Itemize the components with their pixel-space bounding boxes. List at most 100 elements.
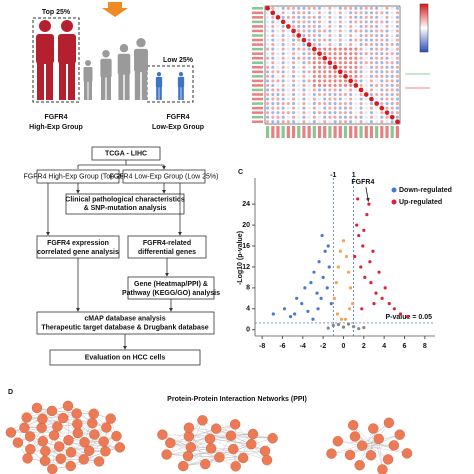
network-node bbox=[247, 428, 259, 440]
heatmap-cell bbox=[292, 111, 296, 115]
heatmap-cell bbox=[311, 46, 317, 52]
gene-label bbox=[281, 126, 285, 138]
heatmap-cell bbox=[390, 88, 394, 92]
heatmap-cell bbox=[292, 79, 296, 83]
flow-text: Evaluation on HCC cells bbox=[85, 354, 166, 361]
heatmap-cell bbox=[281, 88, 285, 92]
heatmap-cell bbox=[292, 38, 296, 42]
heatmap-cell bbox=[307, 56, 311, 60]
heatmap-cell bbox=[312, 88, 316, 92]
heatmap-cell bbox=[312, 24, 316, 28]
heatmap-cell bbox=[307, 33, 311, 38]
gene-label bbox=[338, 126, 342, 138]
heatmap-cell bbox=[349, 83, 353, 87]
low-box bbox=[146, 65, 194, 103]
heatmap-cell bbox=[364, 43, 368, 47]
heatmap-cell bbox=[276, 56, 280, 60]
point bbox=[365, 213, 369, 217]
network-node bbox=[267, 433, 278, 444]
heatmap-cell bbox=[380, 43, 384, 47]
point bbox=[346, 322, 351, 326]
heatmap-cell bbox=[323, 106, 327, 110]
gene-label bbox=[252, 97, 263, 101]
gene-label bbox=[252, 93, 263, 96]
heatmap-cell bbox=[297, 88, 301, 92]
gene-label bbox=[369, 126, 374, 138]
person-leg bbox=[159, 87, 162, 100]
heatmap-cell bbox=[369, 111, 374, 115]
heatmap-cell bbox=[271, 65, 275, 69]
heatmap-cell bbox=[369, 20, 374, 24]
network-node bbox=[225, 430, 237, 441]
network-edge bbox=[42, 441, 71, 467]
point bbox=[362, 326, 366, 330]
person-body bbox=[36, 34, 54, 64]
heatmap-cell bbox=[297, 106, 301, 110]
gene-label bbox=[349, 126, 353, 138]
heatmap-cell bbox=[276, 6, 280, 10]
heatmap-cell bbox=[364, 120, 368, 124]
heatmap-cell bbox=[359, 43, 363, 47]
heatmap-cell bbox=[369, 115, 374, 119]
heatmap-cell bbox=[343, 29, 348, 33]
legend-swatch bbox=[391, 187, 397, 193]
heatmap-cell bbox=[271, 70, 275, 74]
heatmap-cell bbox=[349, 29, 353, 33]
heatmap-cell bbox=[317, 65, 322, 69]
heatmap-cell bbox=[359, 92, 363, 97]
heatmap-cell bbox=[395, 119, 400, 125]
heatmap-cell bbox=[276, 65, 280, 69]
point bbox=[344, 254, 349, 259]
network-node bbox=[332, 436, 344, 447]
heatmap-cell bbox=[369, 61, 374, 65]
heatmap-cell bbox=[385, 33, 389, 38]
heatmap-cell bbox=[271, 88, 275, 92]
heatmap-cell bbox=[395, 29, 399, 33]
heatmap-cell bbox=[323, 111, 327, 115]
heatmap-cell bbox=[364, 20, 368, 24]
heatmap-cell bbox=[266, 92, 270, 97]
heatmap-cell bbox=[266, 38, 270, 42]
heatmap-cell bbox=[271, 92, 275, 97]
heatmap-cell bbox=[395, 106, 399, 110]
heatmap-cell bbox=[286, 115, 290, 119]
heatmap-cell bbox=[369, 96, 374, 102]
heatmap-cell bbox=[281, 11, 285, 15]
heatmap-cell bbox=[354, 29, 358, 33]
heatmap-cell bbox=[312, 33, 316, 38]
ppi-title: Protein-Protein Interaction Networks (PP… bbox=[167, 396, 307, 403]
network-edge bbox=[187, 444, 252, 457]
heatmap-cell bbox=[395, 47, 399, 51]
heatmap-cell bbox=[385, 56, 389, 60]
heatmap-cell bbox=[266, 88, 270, 92]
heatmap-cell bbox=[297, 38, 301, 42]
heatmap-cell bbox=[312, 106, 316, 110]
gene-label bbox=[252, 111, 263, 114]
heatmap-cell bbox=[358, 87, 364, 93]
network-edge bbox=[216, 428, 273, 439]
heatmap-cell bbox=[323, 43, 327, 47]
heatmap-cell bbox=[395, 115, 399, 119]
heatmap-cell bbox=[395, 33, 399, 38]
heatmap-cell bbox=[349, 65, 353, 69]
heatmap-cell bbox=[349, 61, 353, 65]
person-head bbox=[102, 50, 110, 58]
network-node bbox=[178, 460, 189, 472]
point bbox=[320, 233, 324, 238]
box bbox=[36, 311, 215, 335]
heatmap-cell bbox=[349, 92, 353, 97]
x-tick-label: 2 bbox=[362, 343, 366, 350]
person-leg bbox=[181, 87, 184, 100]
heatmap-cell bbox=[317, 92, 322, 97]
heatmap-cell bbox=[363, 92, 369, 97]
heatmap-cell bbox=[333, 24, 337, 28]
point bbox=[335, 312, 339, 316]
heatmap-cell bbox=[349, 120, 353, 124]
heatmap-cell bbox=[307, 120, 311, 124]
heatmap-cell bbox=[333, 70, 337, 74]
gene-label bbox=[252, 11, 263, 15]
heatmap-cell bbox=[328, 52, 332, 56]
person-head bbox=[136, 38, 146, 48]
heatmap-cell bbox=[375, 65, 379, 69]
gene-label bbox=[385, 126, 389, 138]
